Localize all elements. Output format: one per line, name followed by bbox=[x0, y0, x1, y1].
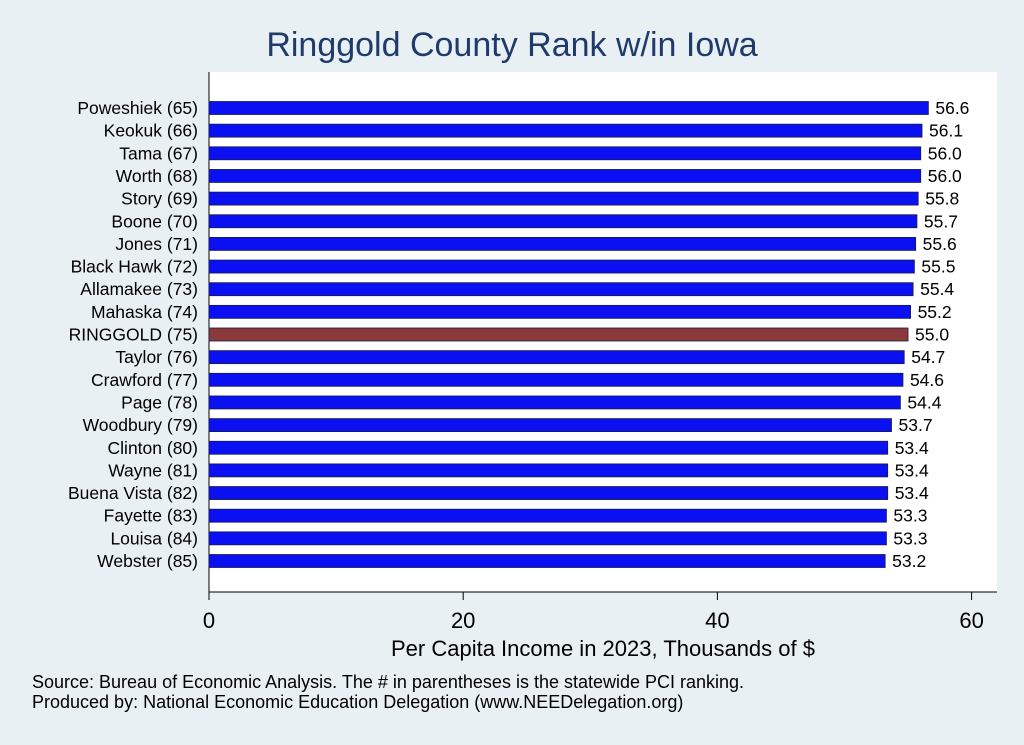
source-note: Source: Bureau of Economic Analysis. The… bbox=[32, 672, 745, 692]
value-label: 53.4 bbox=[895, 438, 929, 458]
value-label: 54.4 bbox=[907, 392, 941, 412]
category-label: Story (69) bbox=[121, 189, 198, 209]
category-label: Worth (68) bbox=[116, 166, 198, 186]
bar bbox=[208, 418, 892, 433]
bar bbox=[208, 191, 919, 206]
value-label: 56.1 bbox=[929, 121, 963, 141]
value-label: 53.2 bbox=[892, 551, 926, 571]
value-label: 56.6 bbox=[935, 98, 969, 118]
bar bbox=[208, 486, 889, 500]
value-label: 55.2 bbox=[918, 302, 952, 322]
x-tick-label: 20 bbox=[451, 608, 475, 633]
bar bbox=[208, 440, 889, 455]
value-label: 53.3 bbox=[893, 506, 927, 526]
category-label: Tama (67) bbox=[119, 143, 198, 163]
category-label: Webster (85) bbox=[97, 551, 198, 571]
bar bbox=[208, 146, 922, 161]
category-label: Buena Vista (82) bbox=[68, 483, 198, 503]
value-label: 55.0 bbox=[915, 325, 949, 345]
category-label: Woodbury (79) bbox=[83, 415, 198, 435]
bar bbox=[208, 327, 909, 342]
chart-title: Ringgold County Rank w/in Iowa bbox=[266, 26, 758, 64]
bar bbox=[208, 214, 918, 229]
category-label: RINGGOLD (75) bbox=[69, 325, 198, 345]
category-label: Allamakee (73) bbox=[80, 279, 198, 299]
value-label: 55.7 bbox=[924, 211, 958, 231]
x-tick-label: 0 bbox=[203, 608, 215, 633]
category-label: Crawford (77) bbox=[91, 370, 198, 390]
value-label: 53.3 bbox=[893, 528, 927, 548]
bar bbox=[208, 531, 887, 546]
category-label: Clinton (80) bbox=[108, 438, 198, 458]
category-label: Boone (70) bbox=[111, 211, 198, 231]
category-label: Wayne (81) bbox=[108, 460, 198, 480]
category-label: Louisa (84) bbox=[110, 528, 198, 548]
x-tick-label: 60 bbox=[959, 608, 983, 633]
category-label: Taylor (76) bbox=[115, 347, 198, 367]
bar bbox=[208, 350, 905, 365]
bar bbox=[208, 554, 886, 568]
value-label: 54.7 bbox=[911, 347, 945, 367]
value-label: 55.5 bbox=[921, 257, 955, 277]
category-label: Keokuk (66) bbox=[104, 121, 198, 141]
bar bbox=[208, 395, 901, 410]
bar bbox=[208, 372, 904, 387]
value-label: 53.4 bbox=[895, 483, 929, 503]
value-label: 56.0 bbox=[928, 166, 962, 186]
bar bbox=[208, 259, 915, 274]
x-tick-label: 40 bbox=[705, 608, 729, 633]
value-label: 55.6 bbox=[923, 234, 957, 254]
bar bbox=[208, 508, 887, 523]
category-label: Mahaska (74) bbox=[91, 302, 198, 322]
bar bbox=[208, 463, 889, 478]
bar bbox=[208, 304, 911, 319]
value-label: 55.8 bbox=[925, 189, 959, 209]
bar bbox=[208, 123, 923, 138]
value-label: 55.4 bbox=[920, 279, 954, 299]
category-label: Page (78) bbox=[121, 392, 198, 412]
category-label: Black Hawk (72) bbox=[71, 257, 198, 277]
category-label: Jones (71) bbox=[115, 234, 198, 254]
bar bbox=[208, 169, 922, 183]
bar bbox=[208, 101, 929, 115]
bar bbox=[208, 282, 914, 297]
bar bbox=[208, 236, 917, 251]
x-axis-label: Per Capita Income in 2023, Thousands of … bbox=[391, 636, 815, 661]
category-label: Poweshiek (65) bbox=[77, 98, 198, 118]
value-label: 54.6 bbox=[910, 370, 944, 390]
category-label: Fayette (83) bbox=[104, 506, 198, 526]
value-label: 53.4 bbox=[895, 460, 929, 480]
value-label: 53.7 bbox=[899, 415, 933, 435]
value-label: 56.0 bbox=[928, 143, 962, 163]
producer-note: Produced by: National Economic Education… bbox=[32, 692, 684, 712]
